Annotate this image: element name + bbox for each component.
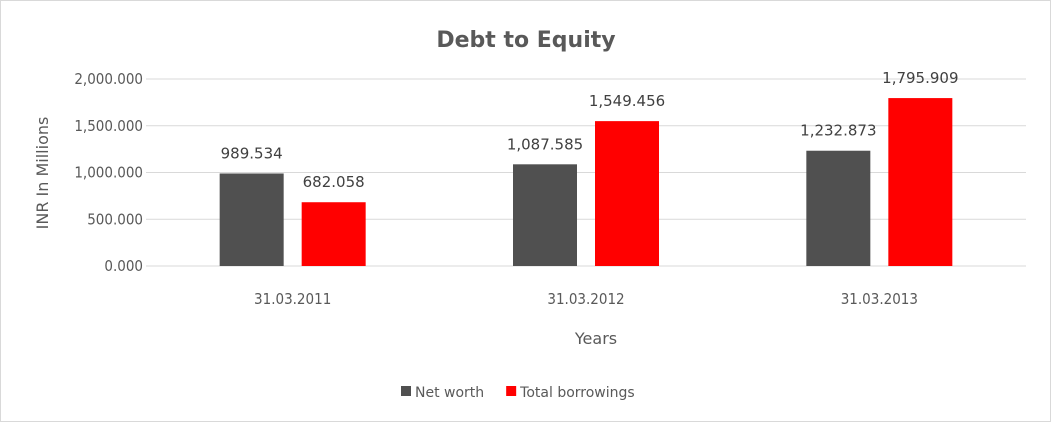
y-tick-label: 2,000.000 <box>74 70 143 88</box>
y-tick-label: 0.000 <box>104 257 143 275</box>
bar-net-worth <box>219 173 284 266</box>
legend-swatch <box>401 386 411 396</box>
data-label: 1,795.909 <box>882 69 958 87</box>
data-label: 682.058 <box>303 173 365 191</box>
x-tick-label: 31.03.2013 <box>841 290 918 308</box>
x-tick-label: 31.03.2011 <box>254 290 331 308</box>
data-label: 989.534 <box>221 144 283 162</box>
bar-net-worth <box>513 164 577 266</box>
y-tick-label: 500.000 <box>87 210 143 228</box>
y-tick-label: 1,000.000 <box>74 164 143 182</box>
data-label: 1,232.873 <box>800 122 876 140</box>
x-tick-label: 31.03.2012 <box>547 290 624 308</box>
bar-total-borrowings <box>595 121 659 267</box>
legend-label: Total borrowings <box>519 385 635 401</box>
y-tick-label: 1,500.000 <box>74 117 143 135</box>
data-label: 1,087.585 <box>507 135 583 153</box>
legend-label: Net worth <box>415 385 484 401</box>
chart-title: Debt to Equity <box>436 28 615 53</box>
legend-swatch <box>506 386 517 396</box>
bar-total-borrowings <box>888 98 953 266</box>
y-axis-title: INR In Millions <box>33 117 52 230</box>
bar-total-borrowings <box>301 202 366 266</box>
bar-net-worth <box>806 150 871 266</box>
x-axis-title: Years <box>574 329 617 348</box>
data-label: 1,549.456 <box>589 92 665 110</box>
